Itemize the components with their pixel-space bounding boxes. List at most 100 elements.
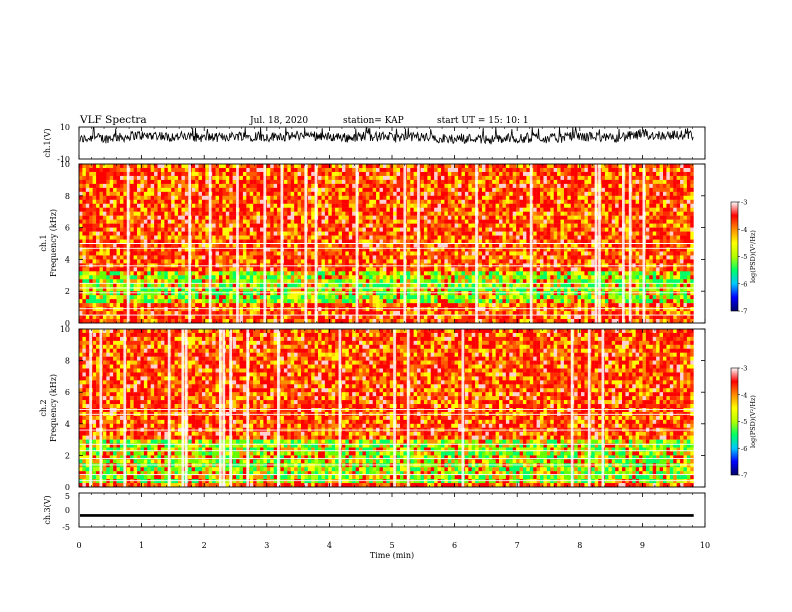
ch1-spectrogram-cell <box>89 275 93 280</box>
ch1-spectrogram-cell <box>171 199 175 204</box>
ch1-spectrogram-cell <box>123 279 128 284</box>
ch1-spectrogram-cell <box>96 203 100 208</box>
ch1-spectrogram-cell <box>379 259 384 264</box>
ch1-spectrogram-cell <box>485 255 490 260</box>
ch1-spectrogram-cell <box>85 215 90 220</box>
ch1-spectrogram-cell <box>82 164 87 169</box>
ch1-spectrogram-cell <box>277 183 281 189</box>
ch1-spectrogram-cell <box>389 187 394 193</box>
ch1-spectrogram-cell <box>338 179 343 185</box>
ch1-spectrogram-cell <box>157 299 162 304</box>
ch1-spectrogram-cell <box>137 279 141 284</box>
ch1-spectrogram-cell <box>215 295 220 300</box>
ch1-spectrogram-cell <box>389 279 394 284</box>
ch1-spectrogram-cell <box>468 199 472 204</box>
ch1-spectrogram-cell <box>372 283 377 288</box>
ch1-spectrogram-cell <box>328 207 332 212</box>
ch1-spectrogram-cell <box>369 211 373 216</box>
ch1-spectrogram-cell <box>277 199 281 204</box>
ch1-spectrogram-cell <box>485 315 490 320</box>
ch1-spectrogram-cell <box>106 311 110 316</box>
ch1-spectrogram-cell <box>376 207 380 212</box>
ch1-spectrogram-cell <box>376 223 380 228</box>
ch1-spectrogram-cell <box>277 191 281 196</box>
ch1-spectrogram-cell <box>430 259 435 264</box>
ch1-spectrogram-cell <box>273 303 278 308</box>
ch1-spectrogram-cell <box>246 267 250 272</box>
ch1-spectrogram-cell <box>294 319 298 324</box>
ch1-spectrogram-cell <box>307 211 312 216</box>
ch1-spectrogram-cell <box>260 259 264 264</box>
ch1-spectrogram-cell <box>106 183 110 189</box>
ch1-spectrogram-cell <box>441 215 445 220</box>
ch1-spectrogram-cell <box>369 255 373 260</box>
ch1-spectrogram-cell <box>249 167 254 173</box>
ch1-spectrogram-cell <box>481 279 486 284</box>
ch1-spectrogram-cell <box>290 215 295 220</box>
ch1-spectrogram-cell <box>434 255 438 260</box>
ch1-spectrogram-cell <box>154 183 158 189</box>
ch1-spectrogram-cell <box>318 171 322 177</box>
ch1-spectrogram-cell <box>458 227 462 232</box>
ch1-spectrogram-cell <box>365 275 370 280</box>
ch1-spectrogram-cell <box>242 275 247 280</box>
ch1-spectrogram-cell <box>147 291 151 296</box>
ch1-spectrogram-cell <box>256 179 261 185</box>
ch1-spectrogram-cell <box>297 223 302 228</box>
ch1-spectrogram-cell <box>335 195 339 200</box>
ch1-spectrogram-cell <box>164 279 168 284</box>
ch1-spectrogram-cell <box>219 259 223 264</box>
ch1-spectrogram-cell <box>451 167 455 173</box>
ch1-spectrogram-cell <box>242 283 247 288</box>
ch1-spectrogram-cell <box>96 215 100 220</box>
ch1-spectrogram-cell <box>492 211 496 216</box>
ch1-spectrogram-cell <box>318 239 322 244</box>
ch1-spectrogram-cell <box>99 287 104 292</box>
ch1-spectrogram-cell <box>225 175 230 181</box>
ch1-spectrogram-cell <box>396 295 401 300</box>
ch1-spectrogram-cell <box>441 164 445 169</box>
ch1-spectrogram-cell <box>215 203 220 208</box>
ch1-spectrogram-cell <box>311 303 315 308</box>
ch1-spectrogram-cell <box>116 291 121 296</box>
ch1-spectrogram-cell <box>260 171 264 177</box>
ch1-spectrogram-cell <box>246 251 250 256</box>
ch1-spectrogram-cell <box>287 183 291 189</box>
ch1-spectrogram-cell <box>376 319 380 324</box>
ch1-spectrogram-cell <box>331 207 336 212</box>
ch1-spectrogram-cell <box>318 211 322 216</box>
ch1-waveform-frame <box>78 126 706 160</box>
ch1-spectrogram-cell <box>79 307 83 312</box>
ch1-spectrogram-cell <box>184 251 189 256</box>
ch1-spectrogram-cell <box>331 223 336 228</box>
ch1-spectrogram-cell <box>488 183 493 189</box>
ch1-spectrogram-cell <box>140 231 145 236</box>
ch1-spectrogram-cell <box>266 251 271 256</box>
ch1-spectrogram-cell <box>116 219 121 224</box>
ch1-spectrogram-cell <box>307 164 312 169</box>
ch1-spectrogram-cell <box>441 195 445 200</box>
ch1-spectrogram-cell <box>191 215 196 220</box>
ch1-spectrogram-cell <box>99 319 104 324</box>
ch1-spectrogram-cell <box>447 195 452 200</box>
ch1-spectrogram-cell <box>174 311 179 316</box>
ch1-spectrogram-cell <box>260 175 264 181</box>
ch1-spectrogram-cell <box>311 215 315 220</box>
ch1-spectrogram-cell <box>222 287 227 292</box>
ch1-spectrogram-cell <box>256 287 261 292</box>
ch1-spectrogram-cell <box>109 199 114 204</box>
ch1-spectrogram-cell <box>393 295 397 300</box>
ch1-spectrogram-cell <box>119 223 124 228</box>
ch1-spectrogram-cell <box>318 179 322 185</box>
ch1-spectrogram-cell <box>133 195 138 200</box>
ch1-spectrogram-cell <box>178 295 182 300</box>
ch1-spectrogram-cell <box>260 211 264 216</box>
ch1-spectrogram-cell <box>447 171 452 177</box>
ch1-spectrogram-cell <box>365 219 370 224</box>
ch1-spectrogram-cell <box>495 307 500 312</box>
ch1-spectrogram-cell <box>201 299 206 304</box>
ch1-spectrogram-cell <box>109 319 114 324</box>
ch1-spectrogram-cell <box>191 267 196 272</box>
ch1-spectrogram-cell <box>191 279 196 284</box>
ch1-spectrogram-cell <box>222 271 227 276</box>
